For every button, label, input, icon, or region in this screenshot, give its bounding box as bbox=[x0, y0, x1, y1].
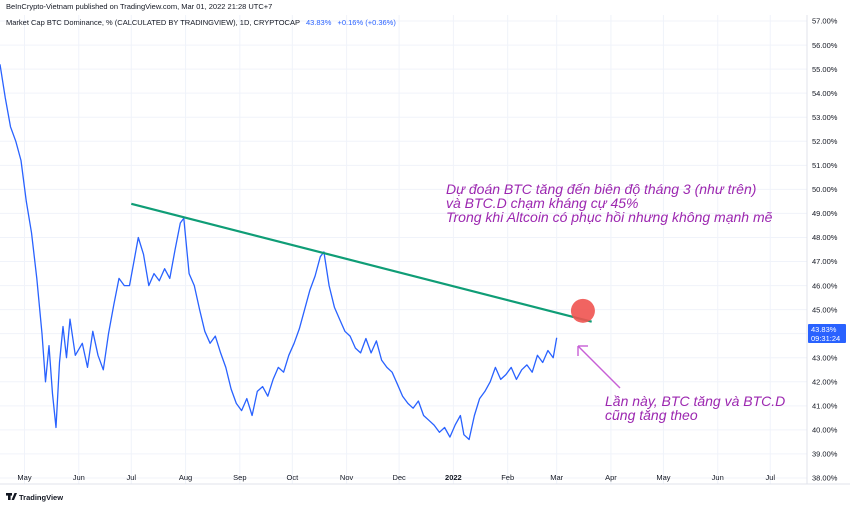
annotation-line: Trong khi Altcoin có phục hồi nhưng khôn… bbox=[446, 209, 773, 225]
x-tick-label: Oct bbox=[287, 473, 300, 482]
last-price-tag[interactable]: 43.83% 09:31:24 bbox=[808, 324, 846, 343]
y-tick-label: 50.00% bbox=[812, 185, 838, 194]
x-tick-label: May bbox=[17, 473, 31, 482]
btc-dominance-line bbox=[0, 64, 558, 441]
y-tick-label: 54.00% bbox=[812, 89, 838, 98]
legend-row[interactable]: Market Cap BTC Dominance, % (CALCULATED … bbox=[6, 18, 396, 27]
x-tick-label: Jun bbox=[73, 473, 85, 482]
y-tick-label: 38.00% bbox=[812, 474, 838, 483]
x-tick-label: Dec bbox=[392, 473, 406, 482]
y-tick-label: 48.00% bbox=[812, 233, 838, 242]
grid bbox=[0, 15, 807, 484]
y-tick-label: 46.00% bbox=[812, 281, 838, 290]
x-tick-label: Jul bbox=[126, 473, 136, 482]
x-tick-label: 2022 bbox=[445, 473, 462, 482]
y-tick-label: 51.00% bbox=[812, 161, 838, 170]
x-tick-label: Jul bbox=[765, 473, 775, 482]
annotation-line: cũng tăng theo bbox=[605, 407, 698, 423]
annotation-top: Dự đoán BTC tăng đến biên độ tháng 3 (nh… bbox=[446, 181, 773, 225]
tradingview-logo[interactable]: TradingView bbox=[6, 493, 63, 502]
x-tick-label: Nov bbox=[340, 473, 354, 482]
bar-countdown: 09:31:24 bbox=[811, 334, 840, 343]
y-tick-label: 55.00% bbox=[812, 65, 838, 74]
legend-last-value: 43.83% bbox=[306, 18, 332, 27]
annotation-bottom: Lần này, BTC tăng và BTC.D cũng tăng the… bbox=[605, 393, 785, 423]
published-info: BeInCrypto-Vietnam published on TradingV… bbox=[6, 2, 272, 11]
x-tick-label: May bbox=[656, 473, 670, 482]
x-tick-label: Apr bbox=[605, 473, 617, 482]
resistance-touch-marker bbox=[570, 298, 595, 323]
resistance-trendline[interactable] bbox=[131, 202, 592, 323]
y-tick-label: 53.00% bbox=[812, 113, 838, 122]
annotation-line: Lần này, BTC tăng và BTC.D bbox=[605, 393, 785, 409]
y-tick-label: 40.00% bbox=[812, 426, 838, 435]
y-tick-label: 56.00% bbox=[812, 41, 838, 50]
last-price-value: 43.83% bbox=[811, 325, 837, 334]
y-tick-label: 52.00% bbox=[812, 137, 838, 146]
y-tick-label: 57.00% bbox=[812, 17, 838, 26]
annotation-line: và BTC.D chạm kháng cự 45% bbox=[446, 195, 639, 211]
y-tick-label: 39.00% bbox=[812, 450, 838, 459]
y-tick-label: 49.00% bbox=[812, 209, 838, 218]
y-tick-label: 45.00% bbox=[812, 305, 838, 314]
y-tick-label: 42.00% bbox=[812, 377, 838, 386]
arrow-icon bbox=[577, 345, 621, 389]
y-tick-label: 41.00% bbox=[812, 402, 838, 411]
tradingview-logo-icon bbox=[6, 493, 17, 500]
time-axis[interactable]: May Jun Jul Aug Sep Oct Nov Dec 2022 Feb Mar Apr May… bbox=[17, 473, 775, 482]
annotation-line: Dự đoán BTC tăng đến biên độ tháng 3 (nh… bbox=[446, 181, 756, 197]
y-tick-label: 43.00% bbox=[812, 353, 838, 362]
y-tick-label: 47.00% bbox=[812, 257, 838, 266]
x-tick-label: Jun bbox=[712, 473, 724, 482]
x-tick-label: Sep bbox=[233, 473, 246, 482]
x-tick-label: Feb bbox=[501, 473, 514, 482]
tradingview-logo-text: TradingView bbox=[19, 493, 63, 502]
symbol-description: Market Cap BTC Dominance, % (CALCULATED … bbox=[6, 18, 300, 27]
x-tick-label: Aug bbox=[179, 473, 192, 482]
legend-change: +0.16% (+0.36%) bbox=[337, 18, 396, 27]
x-tick-label: Mar bbox=[550, 473, 563, 482]
